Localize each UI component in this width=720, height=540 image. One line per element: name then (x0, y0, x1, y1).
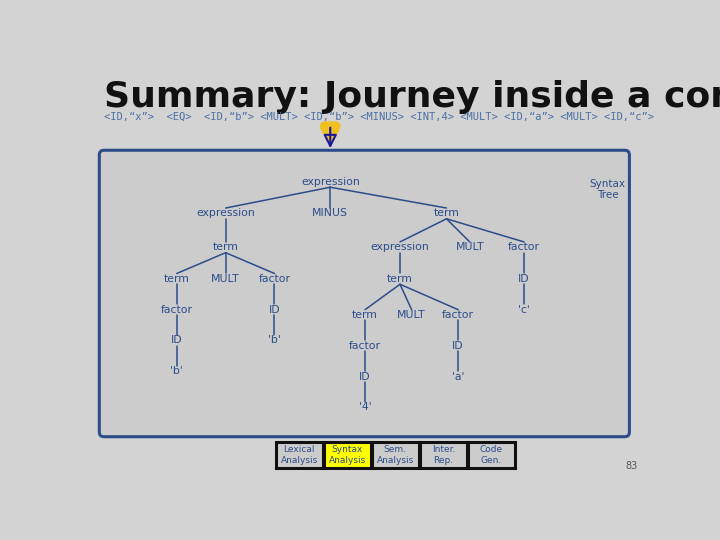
Text: '4': '4' (359, 402, 372, 413)
Text: Syntax
Tree: Syntax Tree (590, 179, 626, 200)
Text: 'b': 'b' (268, 335, 281, 346)
Text: MULT: MULT (397, 310, 426, 320)
Text: factor: factor (161, 305, 193, 315)
Text: <ID,“x”>  <EQ>  <ID,“b”> <MULT> <ID,“b”> <MINUS> <INT,4> <MULT> <ID,“a”> <MULT> : <ID,“x”> <EQ> <ID,“b”> <MULT> <ID,“b”> <… (104, 111, 654, 122)
Text: Summary: Journey inside a compiler: Summary: Journey inside a compiler (104, 80, 720, 114)
Text: ID: ID (269, 305, 280, 315)
FancyBboxPatch shape (276, 442, 323, 468)
Text: 'a': 'a' (452, 372, 464, 382)
Text: factor: factor (508, 242, 540, 252)
Text: 'b': 'b' (171, 366, 183, 376)
Text: term: term (352, 310, 378, 320)
FancyBboxPatch shape (468, 442, 515, 468)
Text: expression: expression (197, 208, 255, 218)
Text: factor: factor (258, 274, 290, 284)
Text: ID: ID (171, 335, 183, 346)
Text: term: term (387, 274, 413, 284)
Text: MINUS: MINUS (312, 208, 348, 218)
Text: term: term (164, 274, 190, 284)
Text: Code
Gen.: Code Gen. (480, 446, 503, 465)
Text: MULT: MULT (211, 274, 240, 284)
Text: term: term (212, 242, 238, 252)
Text: factor: factor (442, 310, 474, 320)
Text: Syntax
Analysis: Syntax Analysis (328, 446, 366, 465)
Text: ID: ID (518, 274, 530, 284)
Text: Sem.
Analysis: Sem. Analysis (377, 446, 414, 465)
FancyBboxPatch shape (420, 442, 467, 468)
Text: expression: expression (371, 242, 429, 252)
Text: term: term (433, 208, 459, 218)
Text: ID: ID (452, 341, 464, 351)
FancyBboxPatch shape (372, 442, 418, 468)
Text: MULT: MULT (456, 242, 484, 252)
Text: 'c': 'c' (518, 305, 530, 315)
Text: 83: 83 (625, 461, 637, 471)
Text: factor: factor (349, 341, 381, 351)
Text: expression: expression (301, 177, 359, 187)
Text: Inter.
Rep.: Inter. Rep. (432, 446, 455, 465)
FancyBboxPatch shape (324, 442, 371, 468)
FancyBboxPatch shape (99, 150, 629, 437)
Text: ID: ID (359, 372, 371, 382)
Text: Lexical
Analysis: Lexical Analysis (281, 446, 318, 465)
